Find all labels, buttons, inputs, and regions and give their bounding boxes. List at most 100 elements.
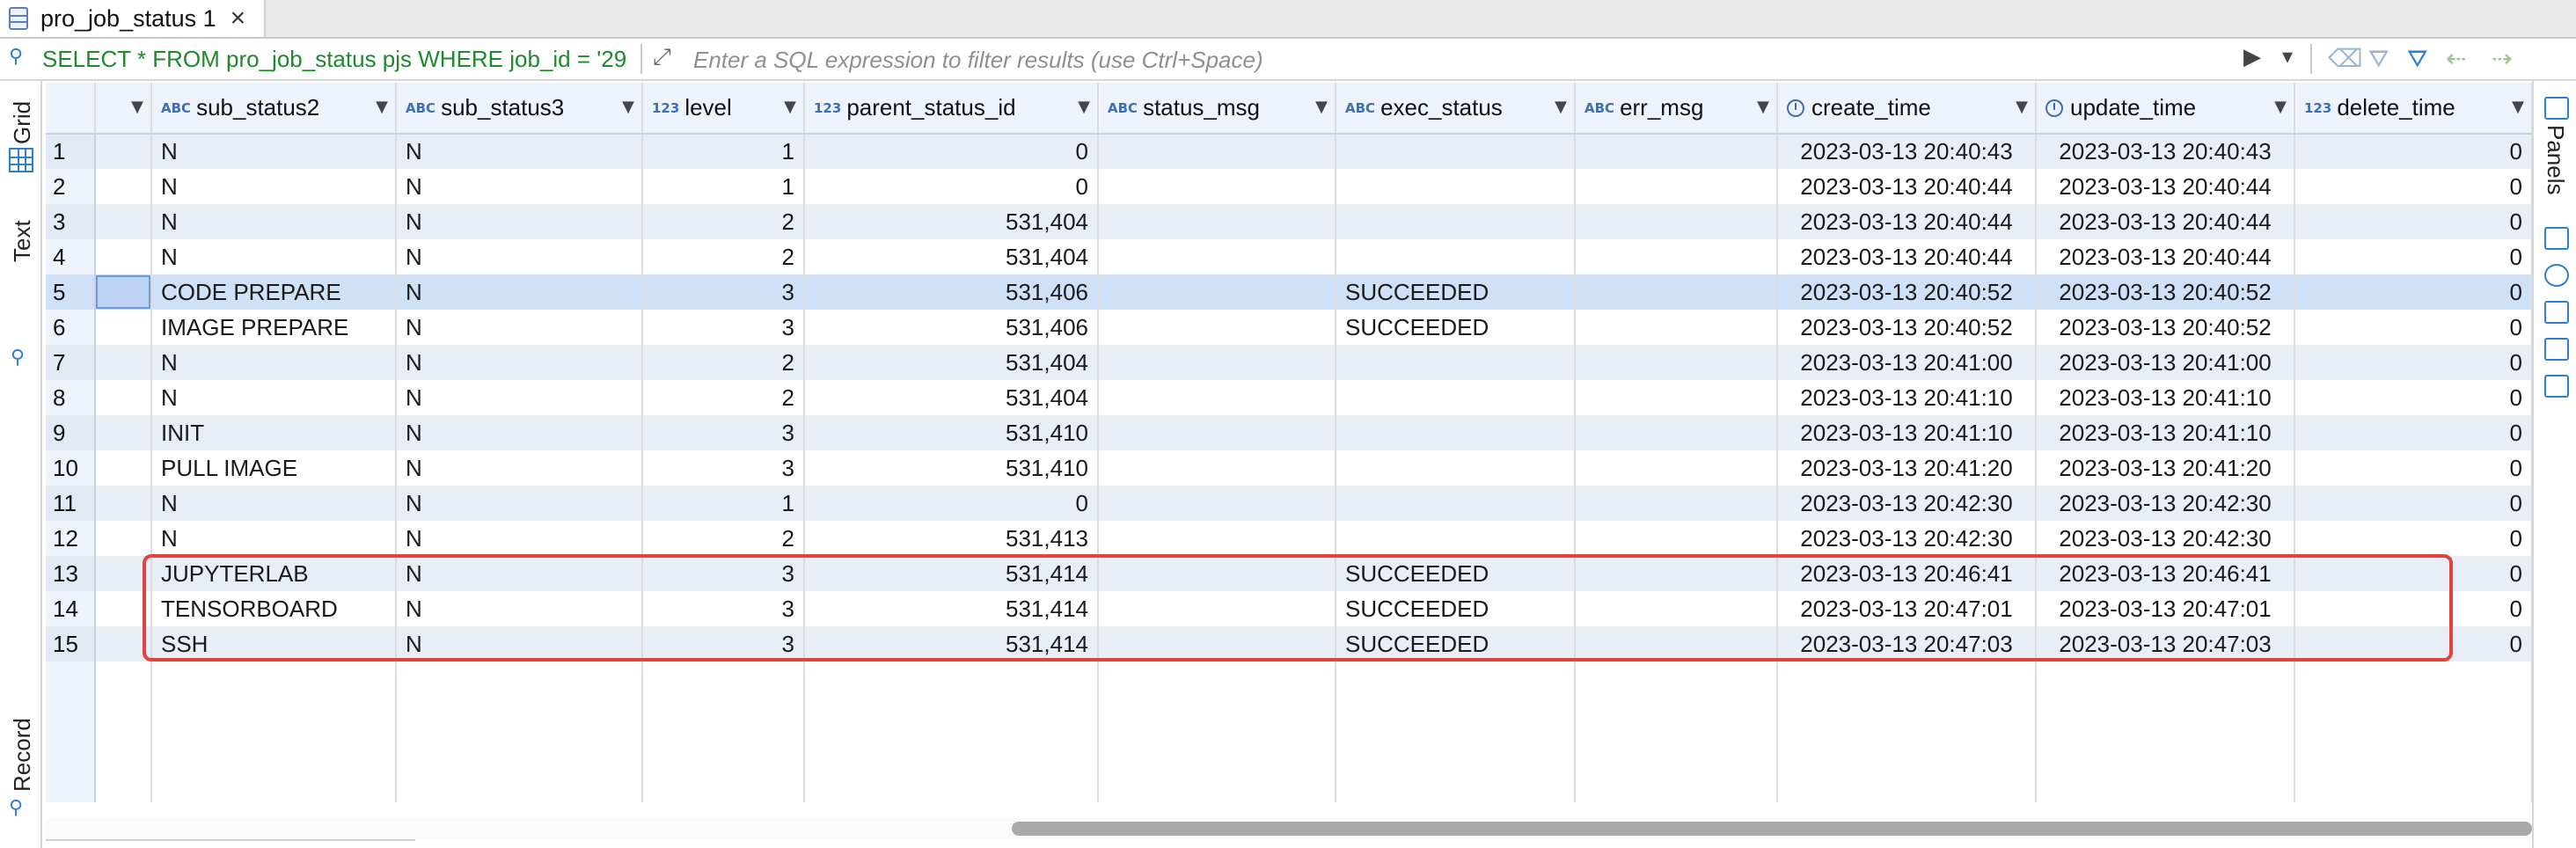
sort-icon[interactable]: ▼ xyxy=(376,98,388,116)
cell-create-time[interactable]: 2023-03-13 20:41:00 xyxy=(1777,345,2037,380)
row-selector-cell[interactable] xyxy=(95,169,152,204)
cell-status-msg[interactable] xyxy=(1098,274,1336,310)
grid-tab-label[interactable]: Grid xyxy=(9,100,35,144)
cell-sub-status3[interactable]: N xyxy=(396,521,643,556)
table-row[interactable]: 8 N N 2 531,404 2023-03-13 20:41:10 2023-03-13… xyxy=(46,380,2532,415)
cell-sub-status3[interactable]: N xyxy=(396,204,643,239)
cell-sub-status2[interactable]: IMAGE PREPARE xyxy=(151,310,397,345)
expand-icon[interactable]: ⤢ xyxy=(653,44,671,70)
cell-update-time[interactable]: 2023-03-13 20:41:10 xyxy=(2036,415,2295,450)
cell-delete-time[interactable]: 0 xyxy=(2294,204,2532,239)
sort-icon[interactable]: ▼ xyxy=(1315,98,1328,116)
tab-pro-job-status[interactable]: pro_job_status 1 × xyxy=(0,0,266,37)
cell-update-time[interactable]: 2023-03-13 20:46:41 xyxy=(2036,556,2295,591)
cell-status-msg[interactable] xyxy=(1098,556,1336,591)
sort-icon[interactable]: ▼ xyxy=(1078,98,1090,116)
cell-update-time[interactable]: 2023-03-13 20:40:44 xyxy=(2036,204,2295,239)
cell-sub-status3[interactable]: N xyxy=(396,380,643,415)
cell-create-time[interactable]: 2023-03-13 20:40:52 xyxy=(1777,310,2037,345)
sort-icon[interactable]: ▼ xyxy=(1555,98,1567,116)
table-row[interactable]: 7 N N 2 531,404 2023-03-13 20:41:00 2023-03-13… xyxy=(46,345,2532,380)
row-number-header[interactable] xyxy=(46,83,96,135)
cell-parent-status-id[interactable]: 531,413 xyxy=(804,521,1099,556)
row-number[interactable]: 13 xyxy=(46,556,96,591)
apply-filter-icon[interactable]: ▶ xyxy=(2243,44,2261,70)
table-row[interactable]: 13 JUPYTERLAB N 3 531,414 SUCCEEDED 2023-03-13… xyxy=(46,556,2532,591)
column-header-exec-status[interactable]: ABC exec_status ▼ xyxy=(1336,83,1576,135)
record-tab-label[interactable]: Record xyxy=(9,718,35,792)
cell-err-msg[interactable] xyxy=(1575,239,1778,274)
cell-parent-status-id[interactable]: 531,404 xyxy=(804,345,1099,380)
sort-icon[interactable]: ▼ xyxy=(2016,98,2028,116)
cell-create-time[interactable]: 2023-03-13 20:40:52 xyxy=(1777,274,2037,310)
cell-exec-status[interactable] xyxy=(1336,521,1576,556)
row-number[interactable]: 6 xyxy=(46,310,96,345)
cell-parent-status-id[interactable]: 0 xyxy=(804,486,1099,521)
cell-status-msg[interactable] xyxy=(1098,239,1336,274)
cell-level[interactable]: 1 xyxy=(642,169,805,204)
close-icon[interactable]: × xyxy=(230,4,246,33)
row-selector-cell[interactable] xyxy=(95,310,152,345)
cell-err-msg[interactable] xyxy=(1575,521,1778,556)
cell-delete-time[interactable]: 0 xyxy=(2294,450,2532,486)
cell-level[interactable]: 2 xyxy=(642,521,805,556)
row-number[interactable]: 10 xyxy=(46,450,96,486)
cell-create-time[interactable]: 2023-03-13 20:41:10 xyxy=(1777,415,2037,450)
cell-err-msg[interactable] xyxy=(1575,591,1778,626)
cell-sub-status2[interactable]: CODE PREPARE xyxy=(151,274,397,310)
row-selector-cell[interactable] xyxy=(95,591,152,626)
cell-level[interactable]: 2 xyxy=(642,345,805,380)
cell-sub-status3[interactable]: N xyxy=(396,310,643,345)
column-header-status-msg[interactable]: ABC status_msg ▼ xyxy=(1098,83,1336,135)
cell-create-time[interactable]: 2023-03-13 20:40:44 xyxy=(1777,169,2037,204)
cell-create-time[interactable]: 2023-03-13 20:40:44 xyxy=(1777,204,2037,239)
cell-err-msg[interactable] xyxy=(1575,450,1778,486)
column-header-level[interactable]: 123 level ▼ xyxy=(642,83,805,135)
cell-err-msg[interactable] xyxy=(1575,626,1778,662)
cell-level[interactable]: 3 xyxy=(642,591,805,626)
cell-delete-time[interactable]: 0 xyxy=(2294,626,2532,662)
cell-status-msg[interactable] xyxy=(1098,521,1336,556)
row-number[interactable]: 9 xyxy=(46,415,96,450)
cell-update-time[interactable]: 2023-03-13 20:40:44 xyxy=(2036,239,2295,274)
panel-layout-icon[interactable] xyxy=(2544,227,2569,250)
cell-sub-status3[interactable]: N xyxy=(396,450,643,486)
cell-parent-status-id[interactable]: 531,406 xyxy=(804,274,1099,310)
sort-icon[interactable]: ▼ xyxy=(2512,98,2524,116)
cell-exec-status[interactable] xyxy=(1336,486,1576,521)
row-number[interactable]: 7 xyxy=(46,345,96,380)
table-row[interactable]: 10 PULL IMAGE N 3 531,410 2023-03-13 20:41:20… xyxy=(46,450,2532,486)
cell-sub-status2[interactable]: N xyxy=(151,134,397,169)
cell-sub-status2[interactable]: N xyxy=(151,486,397,521)
cell-level[interactable]: 3 xyxy=(642,310,805,345)
cell-sub-status3[interactable]: N xyxy=(396,591,643,626)
text-tab-label[interactable]: Text xyxy=(9,220,35,262)
cell-update-time[interactable]: 2023-03-13 20:41:10 xyxy=(2036,380,2295,415)
table-row[interactable]: 1 N N 1 0 2023-03-13 20:40:43 2023-03-13 20:40… xyxy=(46,134,2532,169)
table-row[interactable]: 12 N N 2 531,413 2023-03-13 20:42:30 2023-03-1… xyxy=(46,521,2532,556)
record-icon[interactable]: ⚲ xyxy=(9,797,24,819)
cell-status-msg[interactable] xyxy=(1098,169,1336,204)
cell-err-msg[interactable] xyxy=(1575,345,1778,380)
row-number[interactable]: 4 xyxy=(46,239,96,274)
cell-update-time[interactable]: 2023-03-13 20:47:03 xyxy=(2036,626,2295,662)
table-row[interactable]: 15 SSH N 3 531,414 SUCCEEDED 2023-03-13 20:47:… xyxy=(46,626,2532,662)
cell-parent-status-id[interactable]: 531,414 xyxy=(804,556,1099,591)
cell-exec-status[interactable]: SUCCEEDED xyxy=(1336,310,1576,345)
grid-icon[interactable] xyxy=(9,148,33,172)
back-arrow-icon[interactable]: ⇠ xyxy=(2446,44,2467,73)
cell-parent-status-id[interactable]: 531,414 xyxy=(804,626,1099,662)
panels-icon[interactable] xyxy=(2544,97,2569,120)
column-header-err-msg[interactable]: ABC err_msg ▼ xyxy=(1575,83,1778,135)
row-selector-cell[interactable] xyxy=(95,521,152,556)
filter-icon[interactable]: ⛛ xyxy=(2407,44,2428,73)
cell-create-time[interactable]: 2023-03-13 20:42:30 xyxy=(1777,521,2037,556)
cell-status-msg[interactable] xyxy=(1098,345,1336,380)
cell-delete-time[interactable]: 0 xyxy=(2294,310,2532,345)
cell-err-msg[interactable] xyxy=(1575,415,1778,450)
cell-delete-time[interactable]: 0 xyxy=(2294,380,2532,415)
row-selector-cell[interactable] xyxy=(95,415,152,450)
cell-err-msg[interactable] xyxy=(1575,310,1778,345)
cell-status-msg[interactable] xyxy=(1098,626,1336,662)
cell-status-msg[interactable] xyxy=(1098,204,1336,239)
